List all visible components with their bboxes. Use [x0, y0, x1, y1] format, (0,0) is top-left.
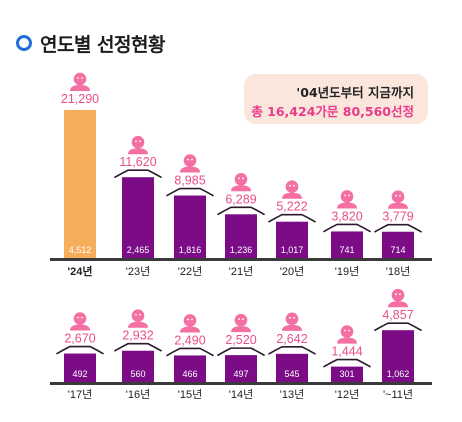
person-icon [231, 172, 251, 192]
bar-'13년 [276, 353, 308, 382]
person-icon [388, 190, 408, 209]
roof-eave [268, 346, 316, 355]
bar-top-label: 3,779 [382, 210, 413, 224]
bar-inner-label: 497 [233, 369, 248, 379]
bar-inner-label: 2,465 [127, 245, 150, 255]
bar-'20년 [276, 221, 308, 258]
person-icon [180, 314, 200, 333]
roof-eave [217, 347, 265, 356]
chart-panel-2: 492 2,670 '17년 560 2,932 '16년 466 2,490 '15년 497 2… [50, 288, 432, 401]
roof-eave [323, 358, 371, 368]
person-icon [70, 312, 90, 331]
roof-eave [166, 187, 214, 197]
x-tick-label: '13년 [280, 388, 304, 401]
x-tick-label: '17년 [68, 388, 92, 401]
bar-top-label: 2,490 [174, 333, 205, 347]
roof-eave [166, 347, 214, 357]
bar-inner-label: 492 [72, 369, 87, 379]
bar-inner-label: 741 [339, 245, 354, 255]
summary-period: '04년도부터 지금까지 [296, 85, 414, 100]
bar-inner-label: 545 [284, 369, 299, 379]
roof-eave [374, 322, 422, 331]
bar-inner-label: 1,062 [387, 369, 410, 379]
x-tick-label: '24년 [68, 264, 93, 278]
bar-top-label: 11,620 [119, 155, 156, 169]
bar-inner-label: 466 [182, 369, 197, 379]
bar-'17년 [64, 353, 96, 382]
person-icon [231, 313, 251, 333]
page-title: 연도별 선정현황 [40, 33, 165, 56]
roof-eave [323, 223, 371, 233]
bar-'21년 [225, 214, 257, 258]
title-bullet-icon [16, 35, 32, 51]
bar-'23년 [122, 177, 154, 258]
bar-inner-label: 714 [390, 245, 405, 255]
x-tick-label: '14년 [229, 388, 253, 401]
summary-box: '04년도부터 지금까지 총 16,424가문 80,560선정 [244, 74, 428, 124]
bar-'24년 [64, 110, 96, 258]
bar-top-label: 2,670 [64, 332, 95, 346]
person-icon [282, 180, 302, 199]
roof-eave [114, 342, 162, 352]
person-icon [70, 72, 90, 91]
bar-top-label: 8,985 [174, 174, 205, 188]
person-icon [388, 288, 408, 308]
person-icon [180, 154, 200, 173]
roof-eave [268, 213, 316, 223]
bar-inner-label: 1,236 [230, 245, 253, 255]
bar-top-label: 2,642 [276, 332, 307, 346]
bar-top-label: 3,820 [331, 209, 362, 223]
chart-title: 연도별 선정현황 [16, 30, 165, 56]
person-icon [337, 190, 357, 209]
chart-panel-1: 4,512 21,290 '24년 2,465 11,620 '23년 1,816 8,985… [50, 72, 432, 278]
roof-eave [114, 169, 162, 179]
bar-'18년 [382, 231, 414, 258]
person-icon [128, 135, 148, 155]
bar-inner-label: 560 [130, 369, 145, 379]
bar-'19년 [331, 231, 363, 258]
x-tick-label: '20년 [280, 265, 304, 278]
bar-inner-label: 301 [339, 369, 354, 379]
x-tick-label: '23년 [126, 265, 150, 278]
x-tick-label: '15년 [178, 388, 202, 401]
bar-top-label: 6,289 [225, 192, 256, 206]
x-tick-label: '21년 [229, 265, 253, 278]
bar-top-label: 4,857 [382, 308, 413, 322]
bar-'~11년 [382, 330, 414, 382]
bar-top-label: 2,520 [225, 333, 256, 347]
person-icon [128, 309, 148, 328]
bar-top-label: 2,932 [122, 329, 153, 343]
roof-eave [217, 206, 265, 216]
person-icon [337, 325, 357, 344]
roof-eave [56, 345, 104, 355]
bar-inner-label: 1,816 [179, 245, 202, 255]
x-tick-label: '16년 [126, 388, 150, 401]
x-tick-label: '~11년 [383, 388, 413, 401]
roof-eave [374, 223, 422, 233]
x-tick-label: '18년 [386, 265, 410, 278]
summary-total: 총 16,424가문 80,560선정 [251, 104, 414, 119]
bar-inner-label: 1,017 [281, 245, 304, 255]
x-tick-label: '22년 [178, 265, 202, 278]
x-tick-label: '12년 [335, 388, 359, 401]
bar-top-label: 5,222 [276, 200, 307, 214]
bar-top-label: 21,290 [61, 92, 99, 106]
bar-'16년 [122, 350, 154, 382]
bar-'15년 [174, 355, 206, 382]
bar-top-label: 1,444 [331, 345, 362, 359]
x-tick-label: '19년 [335, 265, 359, 278]
bar-'14년 [225, 355, 257, 382]
bar-inner-label: 4,512 [69, 245, 92, 255]
bar-'12년 [331, 366, 363, 382]
bar-'22년 [174, 195, 206, 258]
person-icon [282, 312, 302, 331]
